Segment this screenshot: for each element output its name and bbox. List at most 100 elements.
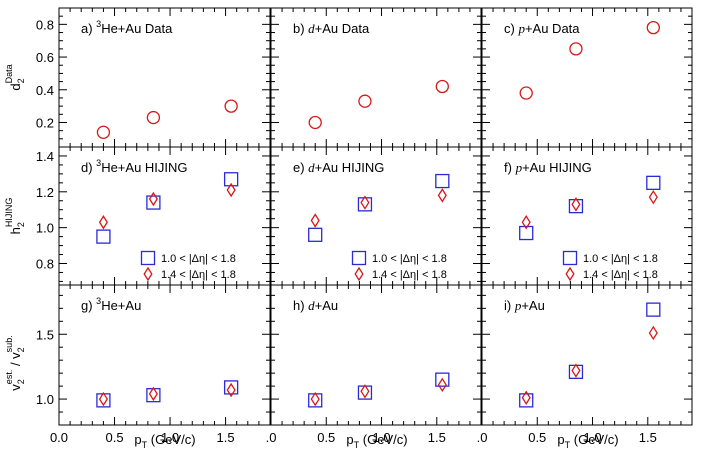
x-tick-label: 1.0 [161,430,179,445]
legend-diamond-marker [143,266,153,282]
data-point-circle [224,99,238,113]
panel-a: 0.2 0.4 0.6 0.8 a) 3He+Au Data [36,7,271,148]
data-point-diamond [148,191,158,207]
data-point-square [308,227,323,242]
y-tick-label: 0.2 [36,115,54,130]
data-point-square [146,195,161,210]
panel-frame [481,284,693,426]
y-tick-label: 0.8 [36,17,54,32]
y-tick-label: 0.8 [36,256,54,271]
x-tick-label: 1.0 [372,430,390,445]
panel-label: i) p+Au [504,298,545,313]
data-point-diamond [98,391,108,407]
x-tick-label: 1.5 [428,430,446,445]
data-point-square [223,380,239,395]
y-tick-label: 1.0 [36,221,54,236]
data-point-circle [358,94,372,108]
panel-i: .0 0.5 1.0 1.5 i) p+Au [477,284,693,445]
data-point-circle [96,125,111,139]
data-point-circle [146,110,161,125]
data-point-diamond [437,188,447,203]
data-point-diamond [648,325,658,341]
data-point-square [357,197,373,212]
data-point-diamond [226,382,236,398]
data-point-diamond [148,386,158,402]
legend-label-red: 1.4 < |Δη| < 1.8 [372,269,447,281]
data-point-diamond [648,189,658,205]
legend-label-red: 1.4 < |Δη| < 1.8 [583,269,658,281]
panel-label: f) p+Au HIJING [504,160,592,175]
panel-label: c) p+Au Data [504,21,580,36]
x-axis-title: pT (GeV/c) [557,432,618,450]
panel-frame [58,284,271,426]
x-tick-label: 1.0 [583,430,601,445]
y-tick-label: 1.2 [36,185,54,200]
data-point-diamond [571,197,581,212]
panel-e: e) d+Au HIJING 1.0 < |Δη| < 1.8 1.4 < |Δη|… [270,146,482,286]
x-tick-label: 1.5 [639,430,657,445]
y-axis-title: h2HIJING [4,198,26,235]
legend-label-blue: 1.0 < |Δη| < 1.8 [583,253,658,265]
y-axis-title: v2est. / v2sub. [4,335,26,390]
legend-square-marker [140,250,156,266]
x-tick-label: 0.5 [528,430,546,445]
y-tick-label: 1.0 [36,392,54,407]
panel-label: d) 3He+Au HIJING [81,158,188,175]
data-point-diamond [98,215,108,230]
x-tick-label: .0 [266,430,277,445]
panel-g: 1.0 1.5 0.0 0.5 1.0 1.5 g) 3He+Au [36,284,271,445]
panel-d: 0.8 1.0 1.2 1.4 d) 3He+Au HIJING 1.0 < |Δη| <… [36,146,271,286]
y-tick-label: 0.6 [36,50,54,65]
data-point-diamond [521,390,531,405]
legend-label-red: 1.4 < |Δη| < 1.8 [161,269,236,281]
x-tick-label: 0.5 [317,430,335,445]
y-tick-label: 1.5 [36,327,54,342]
panel-label: h) d+Au [293,298,338,313]
x-axis-title: pT (GeV/c) [134,432,195,450]
x-tick-label: 0.0 [50,430,68,445]
legend-square-marker [351,250,367,266]
legend-diamond-marker [565,266,575,282]
x-tick-label: 1.5 [217,430,235,445]
data-point-diamond [310,391,320,407]
data-point-diamond [571,363,581,378]
data-point-circle [435,79,449,94]
panel-label: e) d+Au HIJING [293,160,384,175]
panel-label: a) 3He+Au Data [81,19,173,36]
data-point-square [646,175,661,190]
data-point-square [568,198,584,214]
data-point-circle [569,42,583,56]
data-point-diamond [521,215,531,230]
y-tick-label: 1.4 [36,149,54,164]
panel-c: c) p+Au Data [481,7,693,148]
x-axis-title: pT (GeV/c) [346,432,407,450]
data-point-square [646,302,661,317]
legend-diamond-marker [354,266,364,282]
data-point-square [223,172,239,187]
data-point-diamond [360,384,370,399]
y-axis-title: d2Data [4,64,26,90]
panel-label: g) 3He+Au [81,296,141,313]
y-tick-label: 0.4 [36,83,54,98]
x-tick-label: 0.5 [105,430,123,445]
panel-h: .0 0.5 1.0 1.5 h) d+Au [266,284,482,445]
data-point-square [519,225,534,241]
data-point-diamond [226,182,236,198]
data-point-square [519,393,534,408]
data-point-circle [519,86,533,100]
data-point-diamond [437,377,447,393]
data-point-square [435,372,450,387]
panel-f: f) p+Au HIJING 1.0 < |Δη| < 1.8 1.4 < |Δη|… [481,146,693,286]
data-point-circle [308,115,322,130]
data-point-circle [646,20,660,35]
legend-square-marker [562,250,578,266]
data-point-diamond [310,213,320,228]
panel-frame [270,284,482,426]
data-point-diamond [360,195,370,210]
legend-label-blue: 1.0 < |Δη| < 1.8 [161,253,236,265]
panel-label: b) d+Au Data [293,21,370,36]
data-point-square [96,229,111,244]
legend-label-blue: 1.0 < |Δη| < 1.8 [372,253,447,265]
panel-b: b) d+Au Data [270,7,482,148]
